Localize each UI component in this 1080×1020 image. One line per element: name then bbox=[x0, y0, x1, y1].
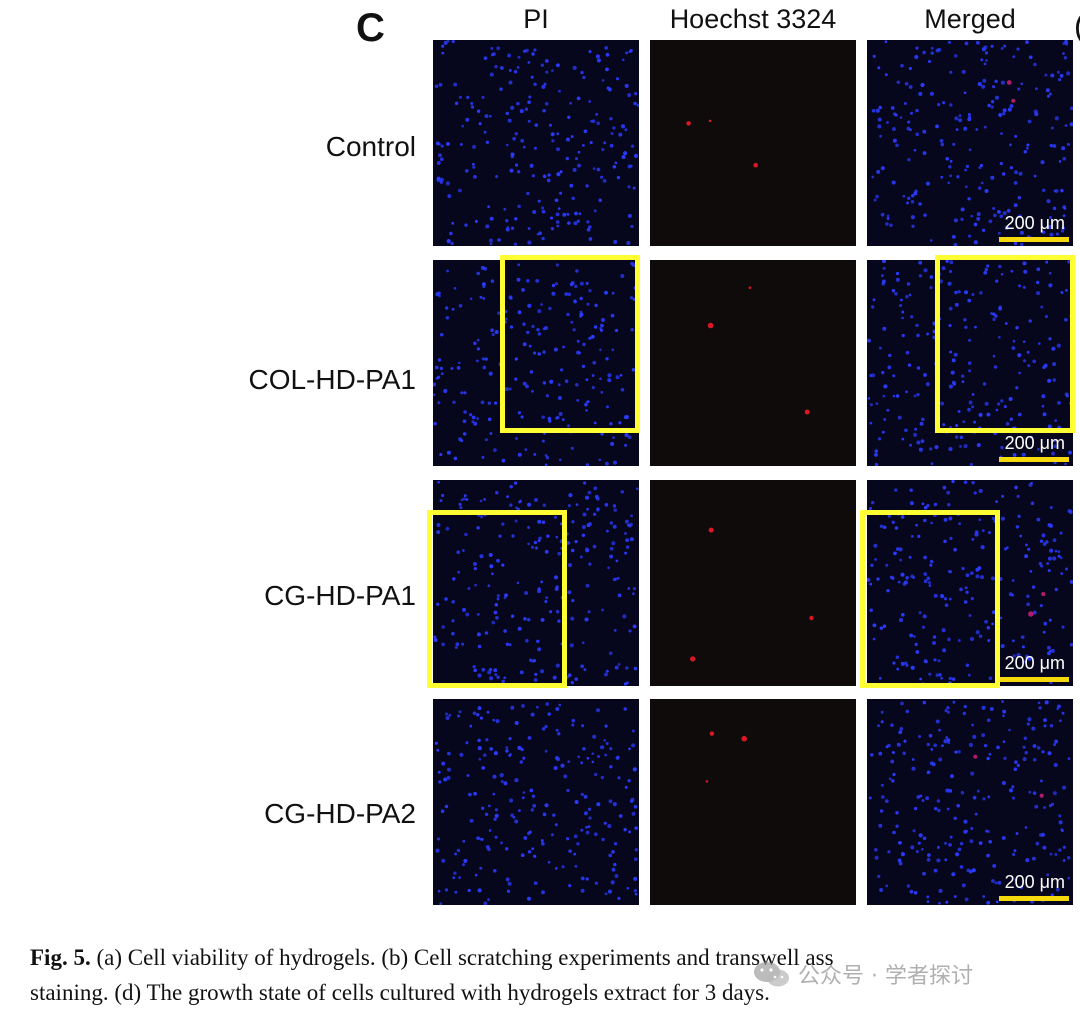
image-control-hoechst bbox=[650, 40, 856, 246]
row-label-control: Control bbox=[325, 131, 416, 162]
scale-bar bbox=[999, 677, 1069, 682]
image-col-hd-pa1-hoechst bbox=[650, 260, 856, 466]
column-header-pi: PI bbox=[523, 4, 549, 34]
roi-box-col-hd-pa1-pi bbox=[500, 255, 640, 433]
watermark: 公众号 · 学者探讨 bbox=[752, 958, 973, 990]
caption-text-1: (a) Cell viability of hydrogels. (b) Cel… bbox=[96, 945, 834, 970]
caption-line-2: staining. (d) The growth state of cells … bbox=[30, 975, 1080, 1010]
roi-box-cg-hd-pa1-pi bbox=[427, 510, 567, 688]
clipped-next-panel: ( bbox=[1074, 8, 1080, 45]
scale-bar bbox=[999, 457, 1069, 462]
row-label-col-hd-pa1: COL-HD-PA1 bbox=[248, 364, 416, 395]
scale-bar-label: 200 μm bbox=[1004, 213, 1065, 233]
panel-letter: C bbox=[356, 6, 385, 50]
image-control-pi bbox=[433, 40, 639, 246]
column-header-hoechst: Hoechst 3324 bbox=[669, 4, 837, 34]
scale-bar-label: 200 μm bbox=[1004, 433, 1065, 453]
wechat-icon bbox=[754, 962, 789, 987]
image-control-merged: 200 μm bbox=[867, 40, 1073, 246]
roi-box-col-hd-pa1-merged bbox=[935, 255, 1075, 433]
caption-label: Fig. 5. bbox=[30, 945, 91, 970]
scale-bar-label: 200 μm bbox=[1004, 653, 1065, 673]
caption-line-1: Fig. 5. (a) Cell viability of hydrogels.… bbox=[30, 940, 1080, 975]
image-cg-hd-pa2-hoechst bbox=[650, 699, 856, 905]
figure-caption: Fig. 5. (a) Cell viability of hydrogels.… bbox=[30, 940, 1080, 1010]
row-label-cg-hd-pa2: CG-HD-PA2 bbox=[264, 798, 416, 829]
caption-text-2: staining. (d) The growth state of cells … bbox=[30, 980, 770, 1005]
column-header-merged: Merged bbox=[924, 4, 1016, 34]
scale-bar bbox=[999, 896, 1069, 901]
image-cg-hd-pa2-merged: 200 μm bbox=[867, 699, 1073, 905]
scale-bar bbox=[999, 237, 1069, 242]
row-label-cg-hd-pa1: CG-HD-PA1 bbox=[264, 580, 416, 611]
scale-bar-label: 200 μm bbox=[1004, 872, 1065, 892]
roi-box-cg-hd-pa1-merged bbox=[860, 510, 1000, 688]
image-cg-hd-pa2-pi bbox=[433, 699, 639, 905]
image-cg-hd-pa1-hoechst bbox=[650, 480, 856, 686]
watermark-text: 公众号 · 学者探讨 bbox=[798, 964, 973, 989]
